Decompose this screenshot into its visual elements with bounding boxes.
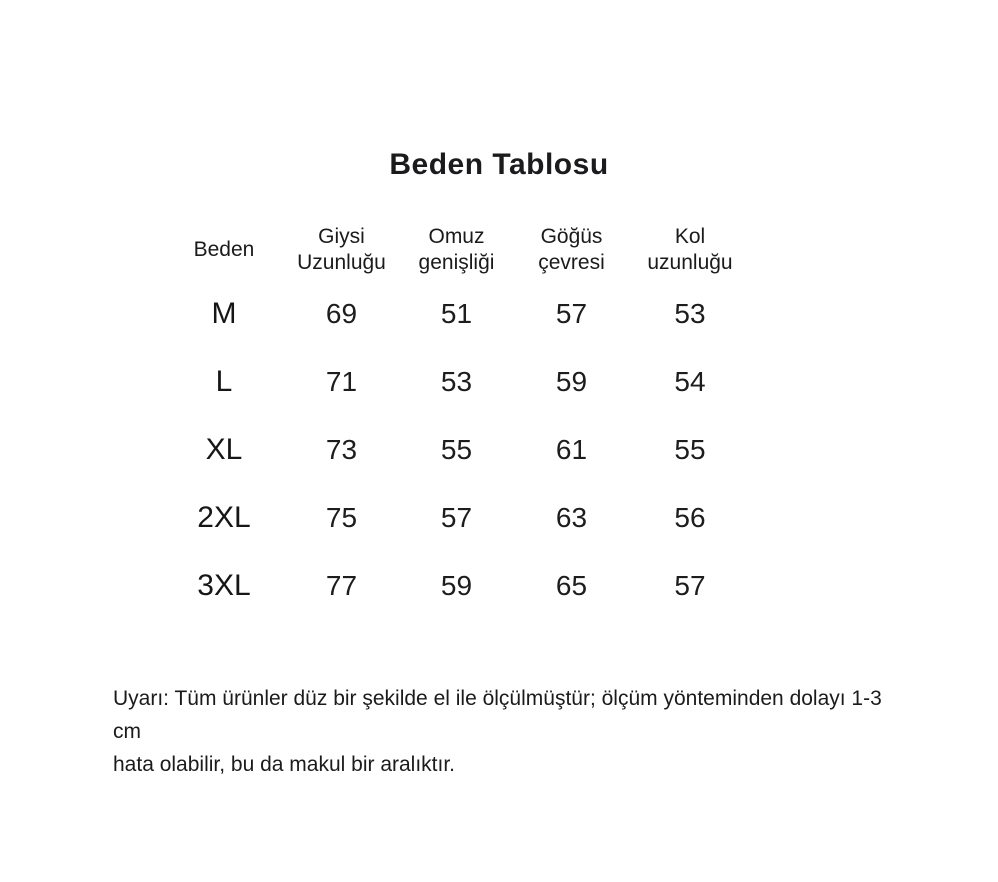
value-cell: 73 xyxy=(325,434,358,465)
value-cell: 63 xyxy=(555,502,588,533)
value-cell: 59 xyxy=(440,570,473,601)
column-header-kol-uzunlugu: Kol uzunluğu xyxy=(647,224,733,274)
value-cell: 69 xyxy=(325,298,358,329)
size-label: 3XL xyxy=(197,569,251,602)
value-cell: 55 xyxy=(674,434,706,465)
value-cell: 57 xyxy=(674,570,706,601)
measurement-warning-note: Uyarı: Tüm ürünler düz bir şekilde el il… xyxy=(113,687,882,776)
value-cell: 53 xyxy=(674,298,706,329)
size-label: 2XL xyxy=(197,501,251,534)
value-cell: 59 xyxy=(555,366,588,397)
size-table: Beden Giysi Uzunluğu Omuz genişliği Göğü… xyxy=(164,212,751,620)
value-cell: 77 xyxy=(325,570,358,601)
size-label: L xyxy=(215,365,233,398)
value-cell: 55 xyxy=(440,434,473,465)
column-header-gogus-cevresi: Göğüs çevresi xyxy=(538,224,605,274)
value-cell: 56 xyxy=(674,502,706,533)
size-label: M xyxy=(211,297,237,330)
value-cell: 65 xyxy=(555,570,588,601)
value-cell: 71 xyxy=(325,366,358,397)
value-cell: 54 xyxy=(674,366,706,397)
size-label: XL xyxy=(205,433,243,466)
value-cell: 61 xyxy=(555,434,588,465)
value-cell: 57 xyxy=(555,298,588,329)
value-cell: 75 xyxy=(325,502,358,533)
value-cell: 57 xyxy=(440,502,473,533)
column-header-omuz-genisligi: Omuz genişliği xyxy=(418,224,495,274)
value-cell: 51 xyxy=(440,298,473,329)
page-title: Beden Tablosu xyxy=(389,148,609,181)
value-cell: 53 xyxy=(440,366,473,397)
column-header-beden: Beden xyxy=(193,237,255,261)
column-header-giysi-uzunlugu: Giysi Uzunluğu xyxy=(297,224,386,274)
